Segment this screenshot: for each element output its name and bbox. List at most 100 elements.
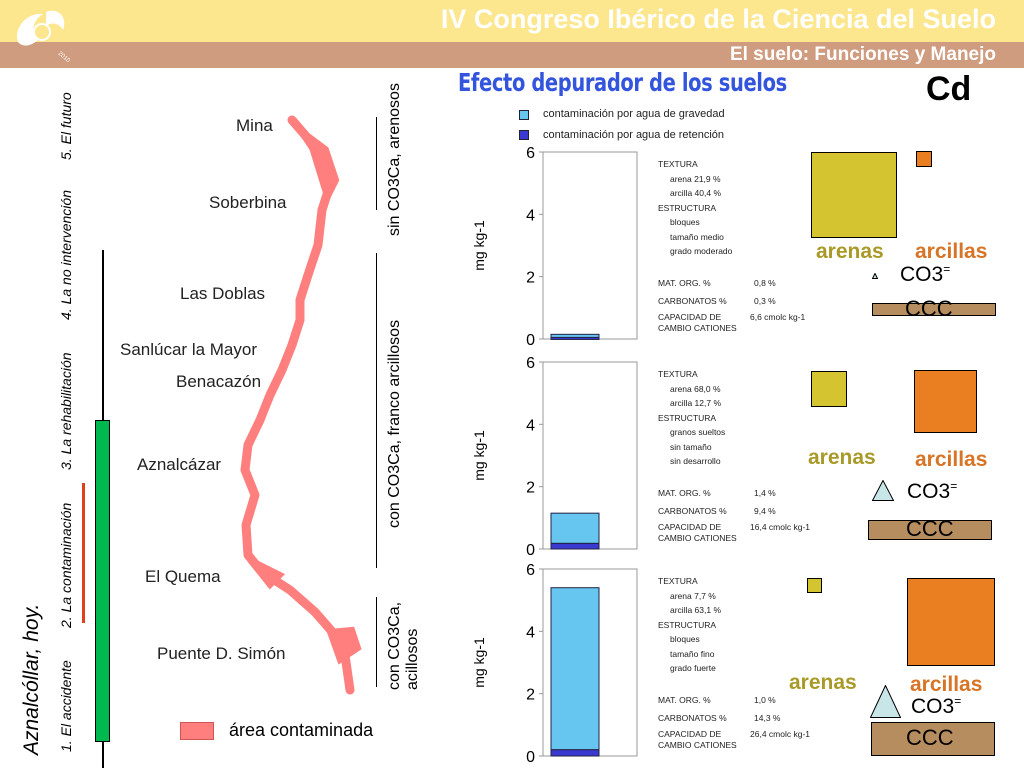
soil-e2: sin tamaño: [670, 441, 712, 452]
carbonatos-value: 14,3 %: [754, 713, 781, 723]
co3-triangle: [872, 480, 894, 501]
place-label: Aznalcázar: [137, 455, 222, 474]
soil-arcilla: arcilla 63,1 %: [670, 605, 722, 615]
arcillas-square: [907, 578, 995, 666]
soil-arcilla: arcilla 40,4 %: [670, 188, 722, 198]
carbonatos-label: CARBONATOS %: [658, 713, 727, 723]
co3-charge: =: [943, 262, 951, 276]
soil-e1: granos sueltos: [670, 427, 726, 437]
place-label: Soberbina: [209, 193, 287, 212]
co3-label: CO3=: [911, 694, 961, 719]
ccc-bar: [868, 520, 992, 540]
soil-arena: arena 7,7 %: [670, 590, 716, 601]
mat-org-label: MAT. ORG. %: [658, 488, 711, 498]
bar-gravedad: [550, 512, 600, 544]
soil-textura: TEXTURA: [658, 159, 698, 169]
soil-e2: tamaño fino: [670, 648, 715, 659]
arcillas-label: arcillas: [915, 448, 988, 471]
y-tick-label: 6: [526, 355, 535, 372]
y-tick-label: 6: [526, 145, 535, 162]
cic-label: CAPACIDAD DE CAMBIO CATIONES: [658, 729, 737, 751]
arenas-label: arenas: [789, 671, 857, 694]
co3-charge: =: [950, 479, 958, 493]
soil-arcilla: arcilla 12,7 %: [670, 398, 722, 408]
congress-subtitle: El suelo: Funciones y Manejo: [729, 44, 996, 65]
carbonatos-value: 0,3 %: [754, 296, 776, 306]
place-label: Benacazón: [176, 372, 262, 391]
soil-e1: bloques: [670, 217, 700, 227]
y-tick-label: 2: [526, 687, 535, 704]
mat-org-value: 1,0 %: [754, 695, 776, 705]
y-tick-label: 2: [526, 480, 535, 497]
co3-triangle: [872, 273, 878, 279]
y-axis-label: mg kg-1: [471, 430, 487, 481]
ccc-bar: [872, 303, 996, 316]
y-axis-label: mg kg-1: [471, 220, 487, 271]
co3-triangle: [870, 685, 901, 718]
soil-e3: sin desarrollo: [670, 456, 721, 466]
mat-org-label: MAT. ORG. %: [658, 695, 711, 705]
y-tick-label: 4: [526, 207, 535, 224]
bar-retencion: [550, 749, 600, 757]
soil-estructura: ESTRUCTURA: [658, 202, 717, 213]
arenas-square: [811, 152, 897, 238]
mat-org-value: 0,8 %: [754, 278, 776, 288]
congress-logo: 2010: [17, 10, 72, 62]
y-tick-label: 4: [526, 624, 535, 641]
co3-text: CO3: [900, 263, 944, 286]
y-tick-label: 0: [526, 332, 535, 349]
svg-text:2010: 2010: [57, 51, 72, 62]
place-label: Sanlúcar la Mayor: [120, 340, 258, 359]
segment-label-arenosos: sin CO3Ca, arenosos: [386, 83, 403, 236]
co3-label: CO3=: [907, 479, 957, 504]
legend-swatch-contaminated: [180, 722, 214, 740]
cic-label-line: CAMBIO CATIONES: [658, 323, 737, 333]
legend-gravedad: contaminación por agua de gravedad: [543, 108, 725, 120]
bar-retencion: [550, 542, 600, 550]
bar-gravedad: [550, 587, 600, 751]
timeline-bar: [95, 420, 110, 742]
co3-charge: =: [954, 694, 962, 708]
place-label: El Quema: [145, 567, 221, 586]
header-band: [0, 0, 1024, 42]
congress-title: IV Congreso Ibérico de la Ciencia del Su…: [440, 4, 996, 34]
place-label: Las Doblas: [180, 284, 266, 303]
carbonatos-label: CARBONATOS %: [658, 506, 727, 516]
cic-label-line: CAPACIDAD DE: [658, 522, 722, 532]
arcillas-label: arcillas: [910, 673, 983, 696]
soil-arena: arena 21,9 %: [670, 173, 721, 184]
cic-value: 6,6 cmolc kg-1: [750, 312, 806, 322]
arenas-label: arenas: [816, 240, 884, 263]
arcillas-square: [914, 370, 977, 433]
bar-retencion: [550, 336, 600, 340]
legend-contaminated-label: área contaminada: [229, 720, 374, 740]
arcillas-square: [916, 151, 932, 167]
legend-swatch-gravedad: [519, 110, 529, 120]
ccc-label: CCC: [906, 516, 954, 541]
carbonatos-value: 9,4 %: [754, 506, 776, 516]
soil-e2: tamaño medio: [670, 231, 724, 242]
mat-org-label: MAT. ORG. %: [658, 278, 711, 288]
cic-value: 16,4 cmolc kg-1: [750, 522, 810, 532]
cic-label-line: CAPACIDAD DE: [658, 312, 722, 322]
segment-line: [376, 117, 377, 210]
subheader-band: [0, 42, 1024, 68]
place-label: Mina: [236, 116, 273, 135]
soil-estructura: ESTRUCTURA: [658, 412, 717, 423]
cic-value: 26,4 cmolc kg-1: [750, 729, 810, 739]
y-axis-label: mg kg-1: [471, 637, 487, 688]
soil-estructura: ESTRUCTURA: [658, 619, 717, 630]
soil-e3: grado fuerte: [670, 663, 716, 673]
y-tick-label: 6: [526, 562, 535, 579]
segment-line: [376, 253, 377, 568]
y-tick-label: 2: [526, 270, 535, 287]
y-tick-label: 0: [526, 542, 535, 559]
soil-arena: arena 68,0 %: [670, 383, 721, 394]
bar-charts: 0 2 4 6 mg kg-1 0 2 4 6 mg kg-1 0 2 4 6 mg kg-1: [471, 145, 638, 766]
plot-area: [542, 151, 638, 340]
soil-e1: bloques: [670, 634, 700, 644]
cic-label: CAPACIDAD DE CAMBIO CATIONES: [658, 522, 737, 544]
mat-org-value: 1,4 %: [754, 488, 776, 498]
soil-e3: grado moderado: [670, 246, 733, 256]
arenas-square: [807, 578, 822, 593]
